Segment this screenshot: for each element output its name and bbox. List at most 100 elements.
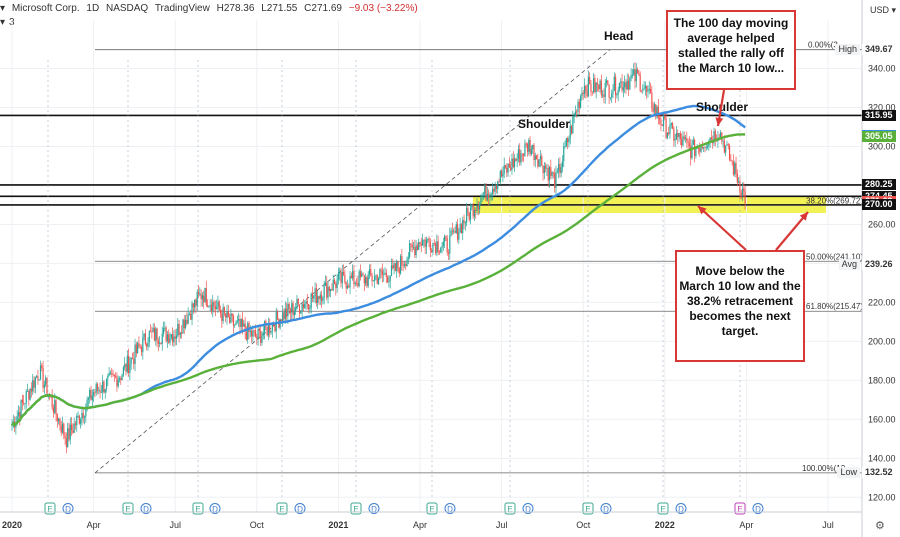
candle-body <box>216 307 218 309</box>
candle-body <box>191 303 193 320</box>
candle-body <box>222 307 224 321</box>
candle-body <box>11 425 13 427</box>
candle-body <box>655 104 657 115</box>
candle-body <box>113 374 115 376</box>
y-tick-label: 140.00 <box>868 453 896 463</box>
candle-body <box>673 128 675 141</box>
candle-body <box>564 146 566 147</box>
candle-body <box>383 274 385 276</box>
earnings-marker <box>657 502 669 515</box>
candle-body <box>739 181 741 193</box>
candle-body <box>184 319 187 329</box>
candle-body <box>273 323 275 327</box>
candle-body <box>103 381 105 393</box>
candle-body <box>346 285 349 289</box>
candle-body <box>324 282 327 286</box>
candle-body <box>700 146 702 152</box>
candle-body <box>704 147 706 148</box>
candle-body <box>455 224 457 233</box>
candle-body <box>63 423 65 436</box>
candle-body <box>244 323 246 332</box>
ohlc-close: C271.69 <box>304 3 342 14</box>
candle-body <box>126 356 128 372</box>
candle-body <box>214 306 216 309</box>
candle-body <box>86 399 88 408</box>
candle-body <box>118 378 121 380</box>
candle-body <box>635 69 637 82</box>
y-tick-label: 260.00 <box>868 219 896 229</box>
price-tag-level: 315.95 <box>862 109 896 121</box>
candle-body <box>345 282 347 289</box>
candle-body <box>219 310 222 314</box>
candle-body <box>572 116 574 134</box>
fib-label: 0.00%(3... <box>808 41 844 50</box>
candle-body <box>389 276 391 281</box>
candle-body <box>644 85 646 89</box>
candle-body <box>381 270 384 275</box>
candle-body <box>671 123 674 129</box>
candle-body <box>539 156 542 160</box>
candle-body <box>384 272 386 275</box>
candle-body <box>627 80 630 90</box>
candle-body <box>38 379 40 381</box>
candle-body <box>269 324 271 333</box>
candle-body <box>605 80 608 83</box>
arrowhead <box>715 117 724 126</box>
candle-body <box>102 381 104 393</box>
candle-body <box>358 271 360 287</box>
candle-body <box>507 163 509 173</box>
candle-body <box>602 94 604 96</box>
y-tick-label: 180.00 <box>868 375 896 385</box>
candle-body <box>508 163 510 168</box>
candle-body <box>78 415 80 424</box>
candle-body <box>313 295 315 299</box>
candle-body <box>20 399 22 418</box>
candle-body <box>451 230 453 232</box>
candle-body <box>488 193 490 198</box>
candle-body <box>396 261 398 271</box>
chevron-down-icon[interactable]: ▾ <box>0 3 6 14</box>
candle-body <box>421 240 424 246</box>
candle-body <box>468 212 470 220</box>
candle-body <box>376 275 378 284</box>
candle-body <box>677 133 679 137</box>
candle-body <box>221 313 223 321</box>
candle-body <box>328 286 330 292</box>
candle-body <box>647 90 649 92</box>
candle-body <box>727 144 729 146</box>
price-tag-caption: High <box>835 44 860 56</box>
dividend-marker <box>209 503 221 514</box>
candle-body <box>287 303 289 317</box>
gear-icon[interactable]: ⚙ <box>875 520 885 532</box>
currency-selector[interactable]: USD ▾ <box>869 5 896 15</box>
candle-body <box>728 145 731 160</box>
candle-body <box>416 245 419 250</box>
candle-body <box>361 273 363 278</box>
earnings-marker <box>426 502 438 515</box>
candle-body <box>238 319 240 321</box>
candle-body <box>350 275 352 279</box>
candle-body <box>519 149 521 163</box>
interval[interactable]: 1D <box>86 3 100 14</box>
candle-body <box>402 265 404 266</box>
symbol-name[interactable]: Microsoft Corp. <box>11 3 80 14</box>
x-tick-label: Apr <box>739 520 753 530</box>
candle-body <box>582 92 584 95</box>
candle-body <box>304 304 306 308</box>
candle-body <box>743 188 745 192</box>
candle-body <box>275 311 277 332</box>
candle-body <box>90 389 92 400</box>
candle-body <box>149 331 152 333</box>
candle-body <box>725 145 727 153</box>
candle-body <box>630 75 632 79</box>
candle-body <box>480 198 482 205</box>
candle-body <box>285 308 288 317</box>
candle-body <box>530 148 532 155</box>
candle-body <box>72 430 74 433</box>
candle-body <box>486 193 488 201</box>
candle-body <box>263 321 266 333</box>
candle-body <box>320 294 323 301</box>
candle-body <box>405 263 407 267</box>
candle-body <box>458 232 460 240</box>
candle-body <box>174 336 176 339</box>
